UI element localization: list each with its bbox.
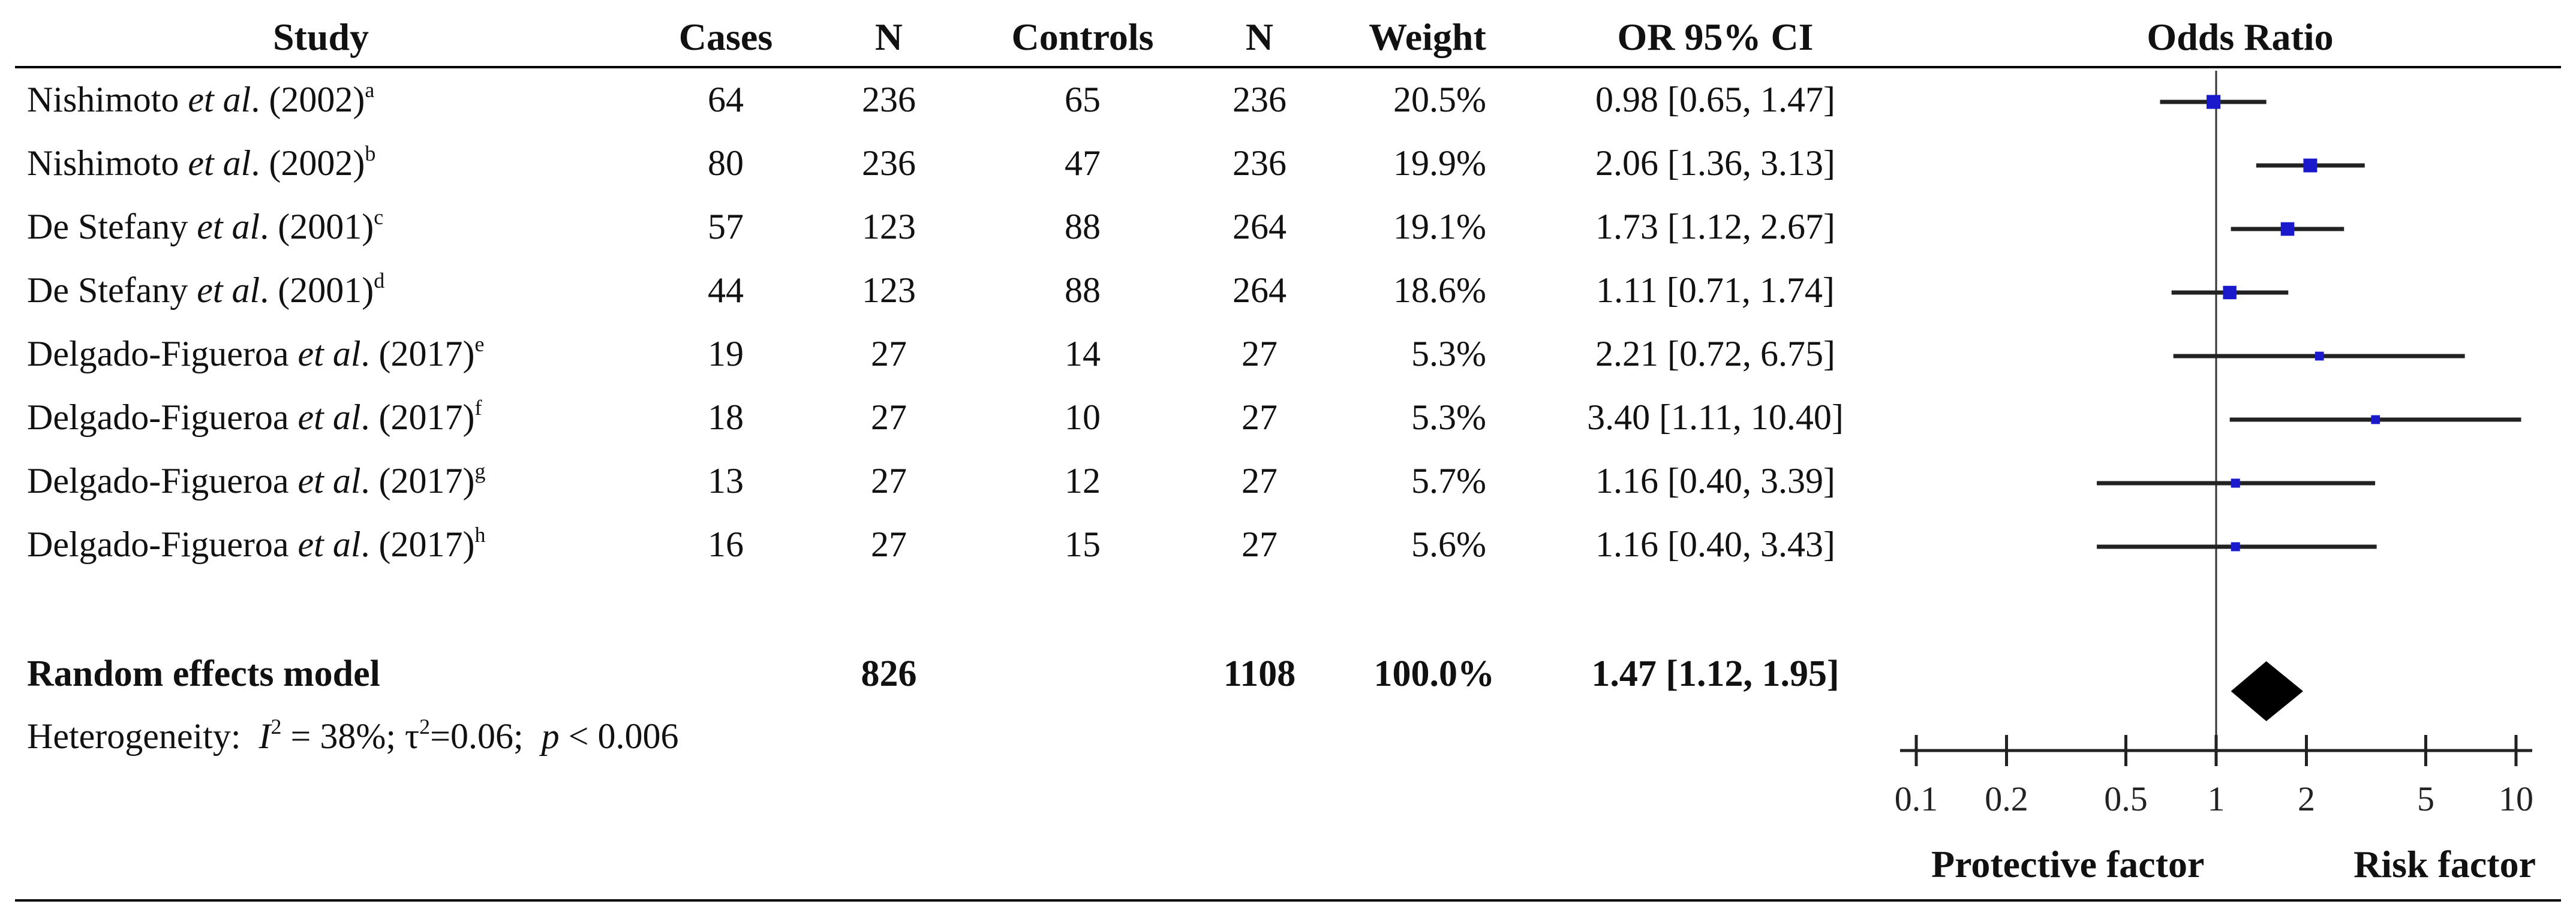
- summary-n-controls: 1108: [1223, 653, 1296, 694]
- point-estimate-marker: [2371, 415, 2380, 424]
- risk-factor-label: Risk factor: [2353, 843, 2536, 885]
- n-controls-value: 236: [1233, 80, 1287, 119]
- n-cases-value: 123: [862, 270, 916, 310]
- x-axis-tick-label: 2: [2298, 779, 2315, 818]
- summary-diamond: [2231, 661, 2304, 721]
- study-label: Nishimoto et al. (2002)b: [27, 141, 376, 183]
- n-cases-value: 236: [862, 80, 916, 119]
- cases-value: 16: [708, 525, 744, 564]
- n-cases-value: 236: [862, 143, 916, 183]
- n-controls-value: 264: [1233, 207, 1287, 246]
- n-controls-value: 27: [1242, 334, 1278, 373]
- point-estimate-marker: [2315, 351, 2324, 361]
- n-controls-value: 27: [1242, 461, 1278, 501]
- summary-or-ci: 1.47 [1.12, 1.95]: [1591, 653, 1839, 694]
- summary-weight: 100.0%: [1373, 653, 1495, 694]
- study-label: Delgado-Figueroa et al. (2017)f: [27, 396, 482, 437]
- cases-value: 13: [708, 461, 744, 501]
- n-controls-value: 236: [1233, 143, 1287, 183]
- n-controls-value: 264: [1233, 270, 1287, 310]
- study-label: Nishimoto et al. (2002)a: [27, 78, 375, 119]
- controls-value: 88: [1065, 207, 1101, 246]
- summary-label: Random effects model: [27, 653, 380, 694]
- point-estimate-marker: [2303, 158, 2318, 173]
- or-ci-value: 0.98 [0.65, 1.47]: [1595, 80, 1835, 119]
- x-axis-tick-label: 1: [2208, 779, 2225, 818]
- header-odds-ratio: Odds Ratio: [2147, 16, 2334, 58]
- header-n-controls: N: [1245, 16, 1274, 58]
- controls-value: 15: [1065, 525, 1101, 564]
- or-ci-value: 1.11 [0.71, 1.74]: [1596, 270, 1835, 310]
- controls-value: 10: [1065, 397, 1101, 437]
- header-controls: Controls: [1011, 16, 1154, 58]
- weight-value: 18.6%: [1393, 270, 1486, 310]
- weight-value: 5.7%: [1411, 461, 1486, 501]
- point-estimate-marker: [2280, 222, 2295, 236]
- study-label: De Stefany et al. (2001)d: [27, 269, 385, 310]
- weight-value: 20.5%: [1393, 80, 1486, 119]
- point-estimate-marker: [2223, 285, 2237, 300]
- n-cases-value: 27: [871, 461, 907, 501]
- cases-value: 57: [708, 207, 744, 246]
- header-cases: Cases: [678, 16, 773, 58]
- bottom-rule: [15, 899, 2561, 902]
- study-label: De Stefany et al. (2001)c: [27, 205, 384, 246]
- weight-value: 5.6%: [1411, 525, 1486, 564]
- header-rule: [15, 66, 2561, 68]
- controls-value: 12: [1065, 461, 1101, 501]
- study-label: Delgado-Figueroa et al. (2017)g: [27, 459, 486, 501]
- header-n-cases: N: [874, 16, 903, 58]
- n-controls-value: 27: [1242, 397, 1278, 437]
- x-axis-tick-label: 0.2: [1985, 779, 2028, 818]
- x-axis-tick-label: 0.1: [1895, 779, 1938, 818]
- cases-value: 64: [708, 80, 744, 119]
- or-ci-value: 1.73 [1.12, 2.67]: [1595, 207, 1835, 246]
- heterogeneity-statistics: Heterogeneity: I2 = 38%; τ2=0.06; p < 0.…: [27, 715, 679, 756]
- or-ci-value: 1.16 [0.40, 3.39]: [1595, 461, 1835, 501]
- x-axis-tick-label: 5: [2417, 779, 2434, 818]
- cases-value: 80: [708, 143, 744, 183]
- protective-factor-label: Protective factor: [1931, 843, 2205, 885]
- weight-value: 19.1%: [1393, 207, 1486, 246]
- x-axis-tick-label: 0.5: [2104, 779, 2148, 818]
- cases-value: 44: [708, 270, 744, 310]
- cases-value: 18: [708, 397, 744, 437]
- n-cases-value: 27: [871, 334, 907, 373]
- or-ci-value: 2.06 [1.36, 3.13]: [1595, 143, 1835, 183]
- x-axis-tick-label: 10: [2499, 779, 2533, 818]
- header-weight: Weight: [1369, 16, 1486, 58]
- controls-value: 88: [1065, 270, 1101, 310]
- weight-value: 5.3%: [1411, 334, 1486, 373]
- study-label: Delgado-Figueroa et al. (2017)h: [27, 523, 486, 564]
- n-cases-value: 27: [871, 397, 907, 437]
- weight-value: 19.9%: [1393, 143, 1486, 183]
- n-cases-value: 123: [862, 207, 916, 246]
- study-label: Delgado-Figueroa et al. (2017)e: [27, 332, 485, 373]
- point-estimate-marker: [2207, 95, 2221, 109]
- weight-value: 5.3%: [1411, 397, 1486, 437]
- summary-n-cases: 826: [861, 653, 917, 694]
- controls-value: 65: [1065, 80, 1101, 119]
- or-ci-value: 2.21 [0.72, 6.75]: [1595, 334, 1835, 373]
- header-or-ci: OR 95% CI: [1617, 16, 1814, 58]
- header-study: Study: [272, 16, 369, 58]
- or-ci-value: 1.16 [0.40, 3.43]: [1595, 525, 1835, 564]
- cases-value: 19: [708, 334, 744, 373]
- controls-value: 47: [1065, 143, 1101, 183]
- n-controls-value: 27: [1242, 525, 1278, 564]
- point-estimate-marker: [2231, 542, 2240, 552]
- or-ci-value: 3.40 [1.11, 10.40]: [1587, 397, 1844, 437]
- controls-value: 14: [1065, 334, 1101, 373]
- point-estimate-marker: [2231, 478, 2240, 488]
- n-cases-value: 27: [871, 525, 907, 564]
